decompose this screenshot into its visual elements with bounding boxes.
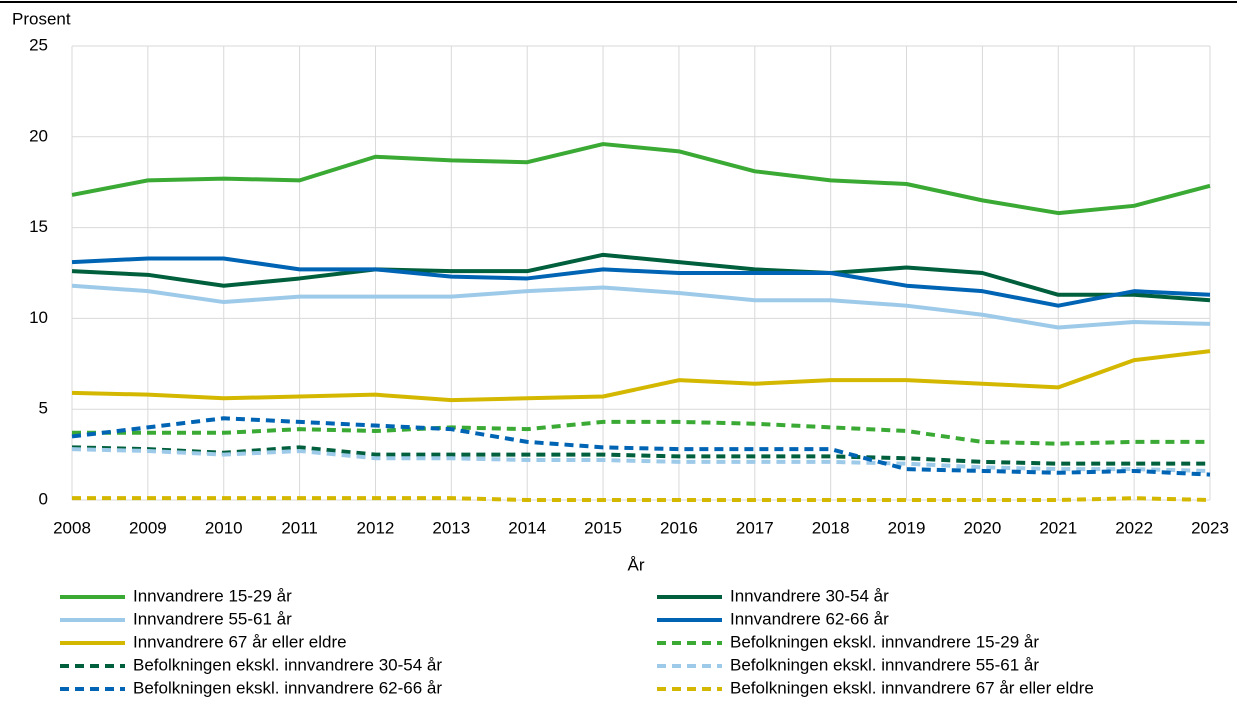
series-line — [71, 256, 1211, 308]
y-tick-label: 5 — [39, 399, 48, 418]
x-tick-label: 2023 — [1191, 518, 1229, 537]
x-tick-label: 2010 — [205, 518, 243, 537]
x-tick-label: 2016 — [660, 518, 698, 537]
x-tick-label: 2015 — [584, 518, 622, 537]
x-tick-label: 2019 — [888, 518, 926, 537]
legend-label: Befolkningen ekskl. innvandrere 15-29 år — [730, 632, 1039, 651]
x-tick-label: 2022 — [1115, 518, 1153, 537]
x-tick-label: 2008 — [53, 518, 91, 537]
x-tick-label: 2014 — [508, 518, 546, 537]
x-tick-label: 2012 — [357, 518, 395, 537]
series-line — [71, 142, 1211, 216]
series-line — [72, 419, 1210, 446]
x-tick-label: 2011 — [281, 518, 318, 537]
y-tick-label: 10 — [29, 308, 48, 327]
y-tick-label: 20 — [29, 126, 48, 145]
y-axis-title: Prosent — [12, 9, 71, 28]
series-line — [71, 416, 1211, 477]
legend-label: Befolkningen ekskl. innvandrere 62-66 år — [133, 678, 442, 697]
series-line — [71, 252, 1211, 303]
x-tick-label: 2009 — [129, 518, 167, 537]
x-tick-label: 2020 — [963, 518, 1001, 537]
legend-label: Innvandrere 62-66 år — [730, 609, 889, 628]
x-tick-label: 2021 — [1039, 518, 1077, 537]
x-tick-label: 2017 — [736, 518, 774, 537]
legend-label: Befolkningen ekskl. innvandrere 30-54 år — [133, 655, 442, 674]
legend-label: Befolkningen ekskl. innvandrere 55-61 år — [730, 655, 1039, 674]
x-tick-label: 2013 — [432, 518, 470, 537]
series-line — [72, 496, 1211, 502]
legend-label: Innvandrere 55-61 år — [133, 609, 292, 628]
y-tick-label: 0 — [39, 489, 48, 508]
y-tick-label: 25 — [29, 35, 48, 54]
y-tick-label: 15 — [29, 217, 48, 236]
x-tick-label: 2018 — [812, 518, 850, 537]
series-line — [71, 447, 1211, 473]
legend-label: Befolkningen ekskl. innvandrere 67 år el… — [730, 678, 1094, 697]
legend-label: Innvandrere 67 år eller eldre — [133, 632, 347, 651]
series-line — [71, 283, 1211, 330]
x-axis-title: År — [628, 555, 645, 574]
legend-label: Innvandrere 30-54 år — [730, 586, 889, 605]
series-line — [71, 349, 1211, 403]
series-line — [71, 445, 1210, 466]
legend-label: Innvandrere 15-29 år — [133, 586, 292, 605]
